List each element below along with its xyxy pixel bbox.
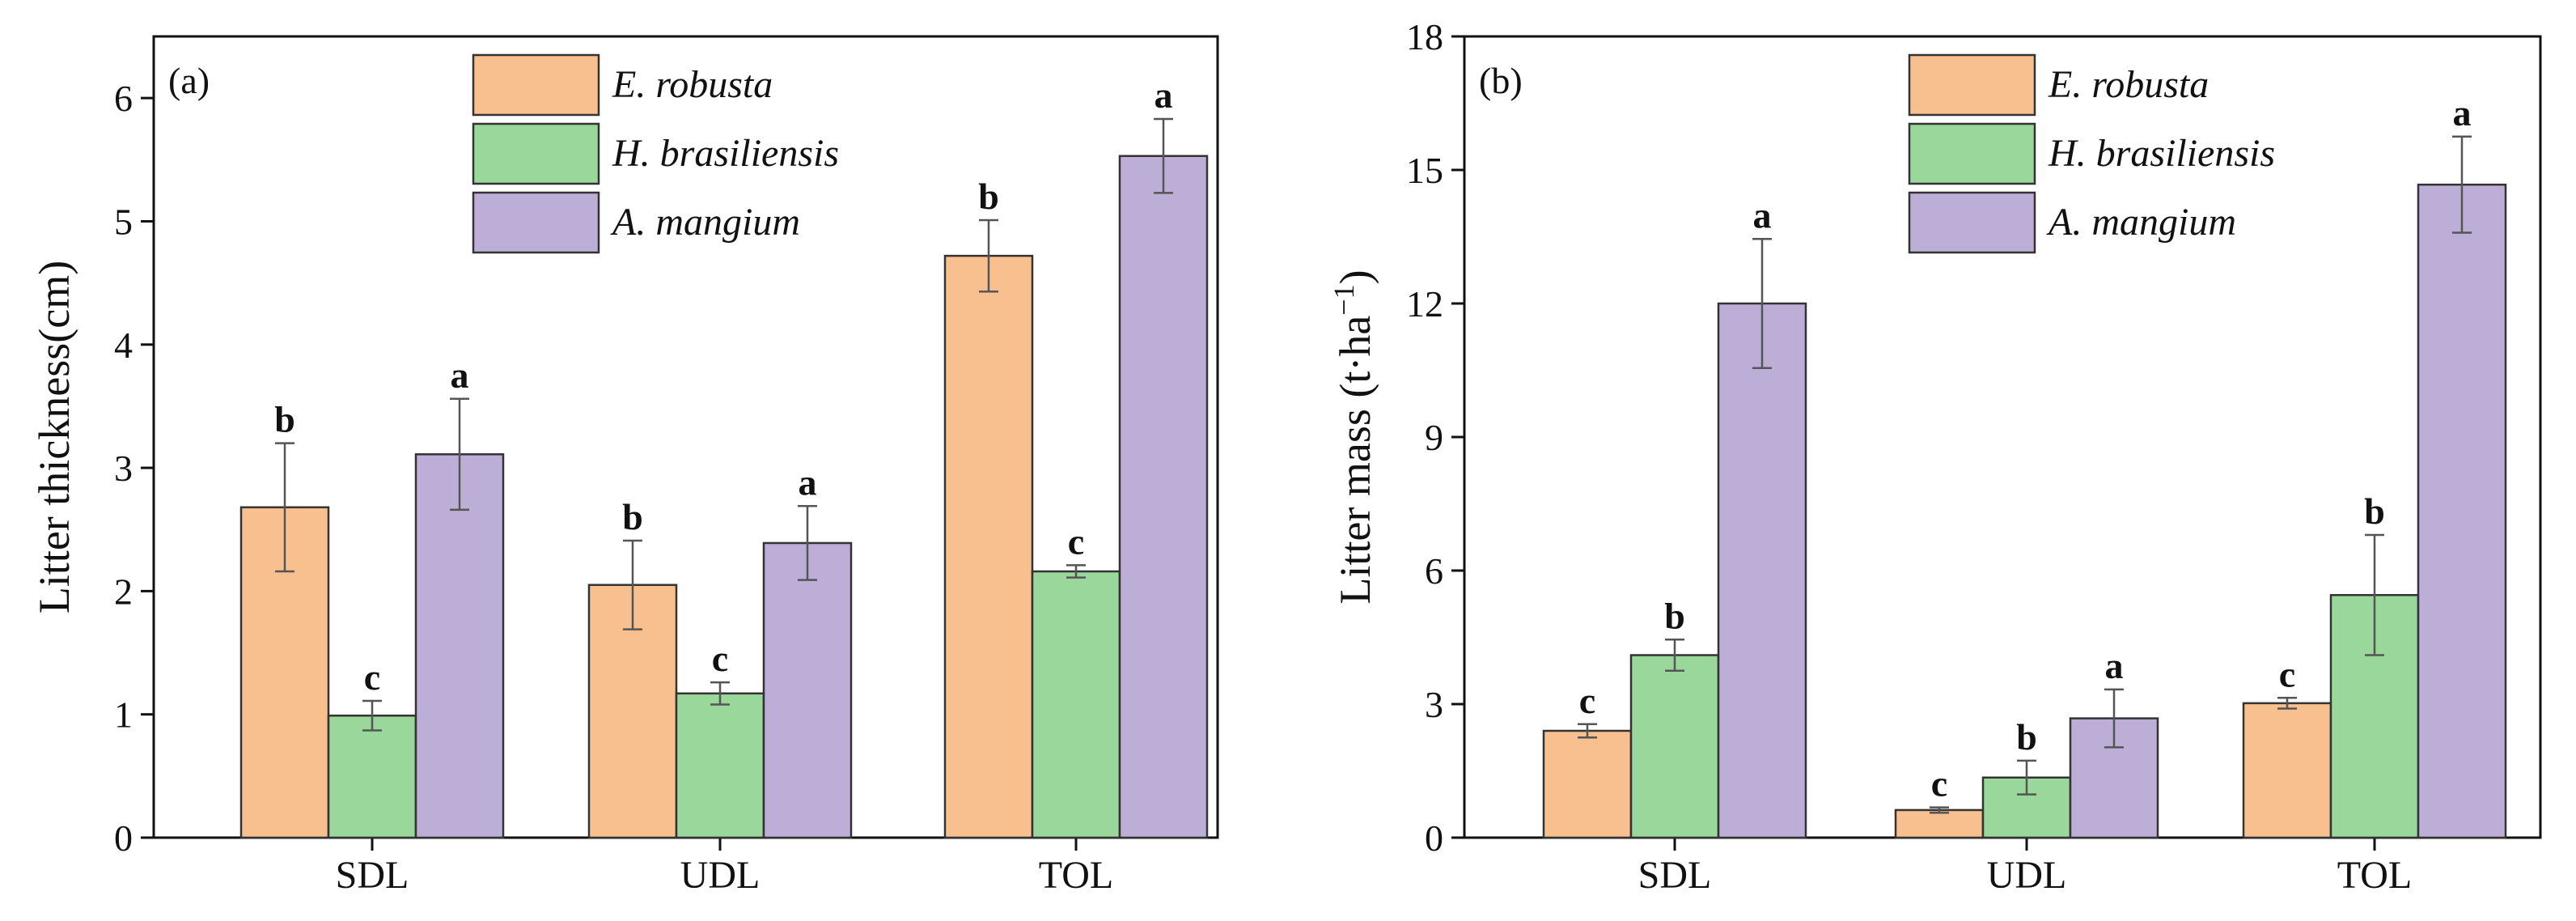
legend-swatch — [472, 122, 600, 185]
significance-letter: a — [2105, 645, 2124, 686]
y-tick-label: 1 — [114, 694, 133, 736]
legend-label: H. brasiliensis — [612, 132, 839, 175]
series-e-robusta: b b b — [239, 176, 1034, 839]
bar — [2417, 183, 2507, 839]
significance-letter: c — [1579, 680, 1595, 721]
y-tick-label: 9 — [1425, 417, 1443, 458]
y-tick-label: 0 — [114, 817, 133, 859]
bar — [1031, 570, 1121, 839]
bar — [1894, 809, 1985, 839]
significance-letter: b — [2364, 490, 2385, 532]
legend: E. robusta H. brasiliensis A. mangium — [472, 53, 839, 254]
y-tick-label: 2 — [114, 571, 133, 612]
significance-letter: c — [1068, 520, 1084, 562]
x-tick-label-tol: TOL — [2337, 854, 2412, 897]
x-tick-label-udl: UDL — [680, 854, 761, 897]
panel-label: (b) — [1479, 60, 1523, 101]
legend-swatch — [472, 53, 600, 117]
series-a-mangium: a a a — [414, 74, 1209, 839]
significance-letter: c — [712, 638, 728, 679]
significance-letter: b — [2016, 716, 2037, 758]
bar — [327, 714, 417, 839]
y-axis-label-text: Litter thickness(cm) — [30, 261, 78, 613]
y-axis-label-end: ) — [1331, 270, 1379, 284]
y-tick-label: 6 — [1425, 550, 1443, 592]
significance-letter: b — [978, 176, 999, 217]
y-axis-label-text: Litter mass (t·ha — [1331, 316, 1379, 605]
x-tick-label-sdl: SDL — [336, 854, 409, 897]
significance-letter: b — [622, 496, 643, 537]
bar — [943, 254, 1034, 839]
bar — [1118, 155, 1209, 839]
legend: E. robusta H. brasiliensis A. mangium — [1908, 53, 2275, 254]
bar — [762, 541, 853, 839]
bar — [675, 692, 765, 839]
bar — [2242, 702, 2332, 839]
y-tick-label: 6 — [114, 78, 133, 119]
y-tick-label: 0 — [1425, 817, 1443, 859]
y-tick-label: 5 — [114, 201, 133, 242]
legend-label: A. mangium — [610, 201, 800, 244]
legend-swatch — [1908, 191, 2036, 254]
chart-panel-a: 0 1 2 3 4 5 6 SDL UDL TOL Litter thickness(cm) (a) b… — [30, 35, 1219, 897]
legend-label: E. robusta — [612, 63, 773, 106]
legend-swatch — [472, 191, 600, 254]
y-axis-label: Litter thickness(cm) — [30, 261, 78, 613]
x-tick-label-tol: TOL — [1039, 854, 1113, 897]
significance-letter: c — [364, 656, 380, 698]
significance-letter: c — [1931, 763, 1947, 804]
y-tick-label: 4 — [114, 325, 133, 366]
significance-letter: c — [2279, 653, 2295, 694]
series-e-robusta: c c c — [1542, 653, 2332, 839]
y-axis-label: Litter mass (t·ha−1) — [1328, 270, 1379, 604]
y-axis-label-superscript: −1 — [1328, 284, 1360, 315]
bar — [1717, 302, 1807, 839]
series-h-brasiliensis: c c c — [327, 520, 1121, 839]
x-tick-label-udl: UDL — [1987, 854, 2067, 897]
legend-label: A. mangium — [2046, 201, 2236, 244]
y-tick-label: 3 — [1425, 684, 1443, 725]
bar — [1629, 654, 1720, 839]
series-a-mangium: a a a — [1717, 92, 2507, 839]
y-tick-label: 12 — [1406, 283, 1443, 325]
significance-letter: a — [1753, 194, 1772, 236]
significance-letter: a — [1155, 74, 1173, 116]
y-tick-label: 18 — [1406, 16, 1443, 57]
y-tick-label: 3 — [114, 448, 133, 489]
y-tick-label: 15 — [1406, 150, 1443, 191]
x-tick-label-sdl: SDL — [1638, 854, 1712, 897]
legend-swatch — [1908, 53, 2036, 117]
legend-swatch — [1908, 122, 2036, 185]
significance-letter: b — [1664, 595, 1685, 636]
bar — [414, 453, 505, 839]
significance-letter: b — [274, 399, 295, 440]
legend-label: E. robusta — [2048, 63, 2209, 106]
significance-letter: a — [2453, 92, 2472, 134]
chart-panel-b: 0 3 6 9 12 15 18 SDL UDL TOL Litter mass (t·ha−1) (… — [1328, 16, 2542, 897]
bar — [1542, 729, 1633, 839]
legend-label: H. brasiliensis — [2048, 132, 2275, 175]
panel-label: (a) — [168, 60, 210, 101]
significance-letter: a — [799, 461, 817, 503]
significance-letter: a — [451, 354, 469, 396]
